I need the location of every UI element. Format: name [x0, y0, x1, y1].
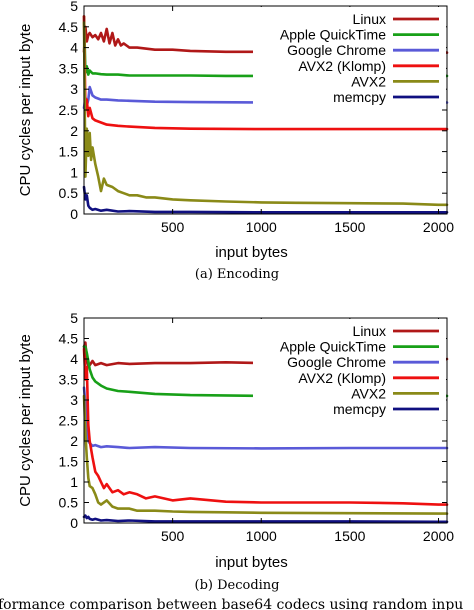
x-tick-label: 500: [161, 528, 185, 544]
series-line-3: [82, 347, 449, 506]
y-tick-label: 4.5: [59, 331, 79, 347]
y-tick-label: 1.5: [59, 144, 79, 160]
x-tick-label: 1000: [246, 219, 277, 235]
y-tick-label: 4: [70, 40, 78, 56]
legend-label: AVX2: [351, 73, 386, 89]
decoding-panel: 0 0.5 1 1.5 2 2.5 3 3.5 4 4.5 5 500 1000 1500 2000 inpu…: [17, 310, 454, 593]
x-tick-label: 2000: [423, 528, 454, 544]
series-line-5: [82, 185, 449, 214]
legend-label: Apple QuickTime: [280, 27, 386, 43]
x-tick-label: 1500: [334, 528, 365, 544]
y-tick-label: 2: [70, 433, 78, 449]
panel-caption: (a) Encoding: [195, 267, 279, 282]
y-tick-label: 0.5: [59, 185, 79, 201]
y-tick-label: 5: [70, 310, 78, 326]
legend-label: AVX2 (Klomp): [298, 58, 386, 74]
y-tick-label: 3: [70, 81, 78, 97]
y-tick-label: 1: [70, 164, 78, 180]
y-axis-label: CPU cycles per input byte: [17, 24, 34, 197]
y-tick-label: 0.5: [59, 495, 79, 511]
x-tick-label: 500: [161, 219, 185, 235]
y-tick-label: 4: [70, 351, 78, 367]
y-tick-label: 5: [70, 0, 78, 14]
y-tick-label: 3.5: [59, 372, 79, 388]
legend-label: AVX2 (Klomp): [298, 370, 386, 386]
y-axis-label: CPU cycles per input byte: [17, 334, 34, 507]
y-tick-label: 0: [70, 515, 78, 531]
y-tick-label: 2.5: [59, 413, 79, 429]
x-axis-label: input bytes: [215, 554, 288, 571]
y-tick-label: 0: [70, 206, 78, 222]
y-tick-label: 3.5: [59, 60, 79, 76]
x-tick-label: 1500: [334, 219, 365, 235]
panel-caption: (b) Decoding: [195, 578, 280, 593]
legend-label: memcpy: [333, 89, 386, 105]
y-tick-label: 2: [70, 123, 78, 139]
x-tick-label: 2000: [423, 219, 454, 235]
legend-box: [253, 7, 446, 109]
legend-label: Linux: [353, 11, 386, 27]
figure-caption: formance comparison between base64 codec…: [0, 597, 463, 610]
legend-label: Linux: [353, 323, 386, 339]
y-tick-label: 1: [70, 474, 78, 490]
series-line-4: [82, 21, 449, 207]
legend-label: AVX2: [351, 385, 386, 401]
series-line-2: [82, 386, 449, 450]
legend-label: Google Chrome: [287, 42, 386, 58]
y-tick-label: 4.5: [59, 19, 79, 35]
y-tick-label: 3: [70, 392, 78, 408]
x-axis-label: input bytes: [215, 244, 288, 261]
y-tick-label: 2.5: [59, 102, 79, 118]
legend-label: memcpy: [333, 401, 386, 417]
legend-label: Apple QuickTime: [280, 339, 386, 355]
legend-label: Google Chrome: [287, 354, 386, 370]
legend-box: [253, 319, 446, 421]
series-line-3: [82, 15, 449, 131]
encoding-panel: 0 0.5 1 1.5 2 2.5 3 3.5 4 4.5 5 500 1000 1500 2000 inpu…: [17, 0, 454, 282]
y-tick-label: 1.5: [59, 454, 79, 470]
series-line-5: [82, 514, 449, 524]
x-tick-label: 1000: [246, 528, 277, 544]
